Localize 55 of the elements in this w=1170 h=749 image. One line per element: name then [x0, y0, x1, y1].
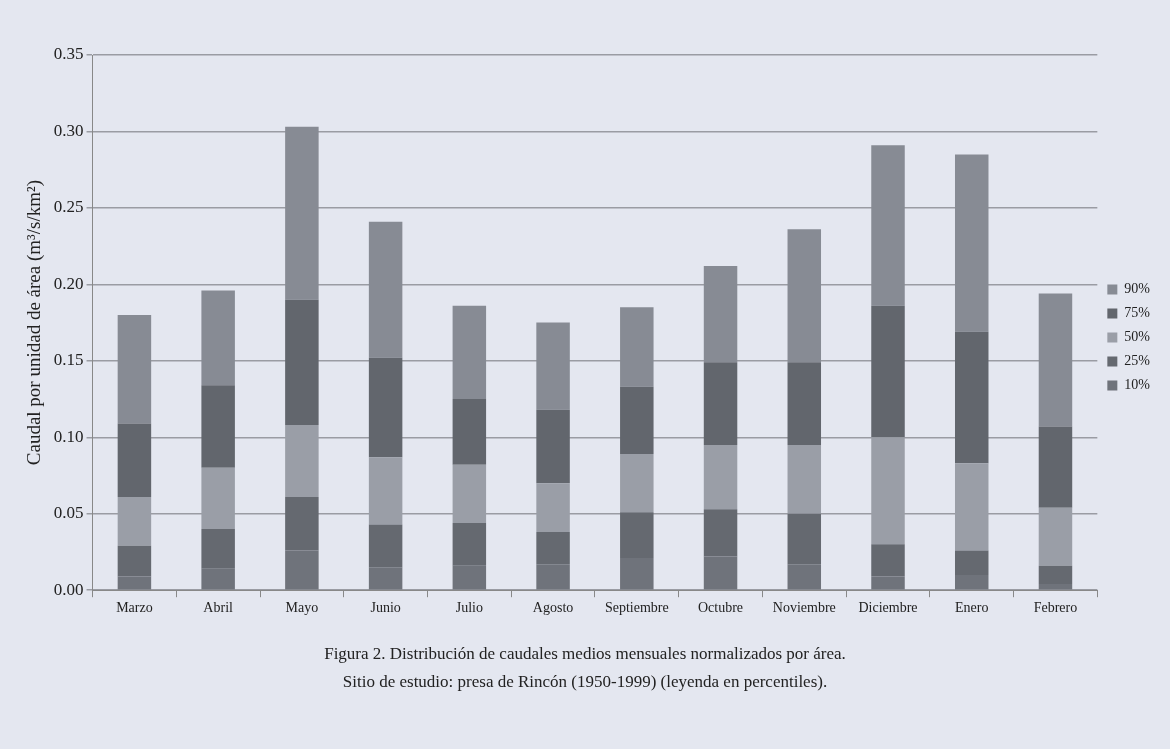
y-tick-label: 0.10 — [53, 426, 84, 446]
y-tick-label: 0.15 — [53, 350, 84, 370]
y-tick-label: 0.35 — [53, 44, 84, 64]
legend-label: 90% — [1124, 281, 1151, 297]
x-tick-label: Enero — [955, 600, 989, 616]
x-tick-label: Octubre — [698, 600, 744, 616]
bar — [201, 385, 235, 468]
legend-label: 25% — [1124, 353, 1151, 369]
x-tick-label: Febrero — [1033, 600, 1078, 616]
bar — [1038, 293, 1073, 427]
bar — [452, 399, 487, 465]
bar — [452, 305, 487, 400]
x-tick-label: Mayo — [285, 600, 319, 616]
bar — [285, 126, 319, 300]
bar — [620, 307, 654, 387]
bar — [1038, 426, 1073, 508]
bar — [703, 362, 738, 445]
bar — [871, 145, 905, 306]
bar — [201, 290, 235, 386]
x-tick-label: Diciembre — [858, 600, 918, 616]
x-tick-label: Agosto — [532, 600, 574, 616]
bar — [620, 454, 654, 513]
y-axis-title: Caudal por unidad de área (m³/s/km²) — [23, 179, 46, 466]
legend-label: 10% — [1124, 377, 1151, 393]
bar — [536, 322, 570, 410]
y-tick-label: 0.20 — [53, 273, 84, 293]
x-tick-label: Abril — [203, 600, 234, 616]
bar — [703, 266, 738, 363]
x-tick-label: Marzo — [116, 600, 153, 616]
bar — [787, 362, 822, 445]
bar — [368, 357, 403, 458]
bar — [368, 221, 403, 358]
x-tick-label: Noviembre — [772, 600, 836, 616]
bar — [536, 409, 570, 484]
legend-label: 50% — [1124, 329, 1151, 345]
text: Figura 2. Distribución de caudales medios mensuales normalizados por área. — [323, 643, 847, 665]
y-tick-label: 0.25 — [53, 197, 84, 217]
bar — [787, 229, 822, 363]
x-tick-label: Julio — [455, 600, 483, 616]
y-tick-label: 0.05 — [53, 503, 84, 523]
bar — [117, 314, 152, 424]
bar — [620, 386, 654, 455]
x-tick-label: Septiembre — [604, 600, 669, 616]
legend-label: 75% — [1124, 305, 1151, 321]
bar — [1038, 565, 1073, 585]
bar — [954, 331, 989, 464]
x-tick-label: Junio — [370, 600, 401, 616]
y-tick-label: 0.00 — [53, 579, 84, 599]
bar — [954, 154, 989, 332]
bar — [871, 305, 905, 438]
bar — [285, 299, 319, 426]
y-tick-label: 0.30 — [53, 120, 84, 140]
bar — [703, 444, 738, 510]
bar — [117, 423, 152, 497]
text: Sitio de estudio: presa de Rincón (1950-1999) (leyenda en percentiles). — [341, 671, 829, 693]
